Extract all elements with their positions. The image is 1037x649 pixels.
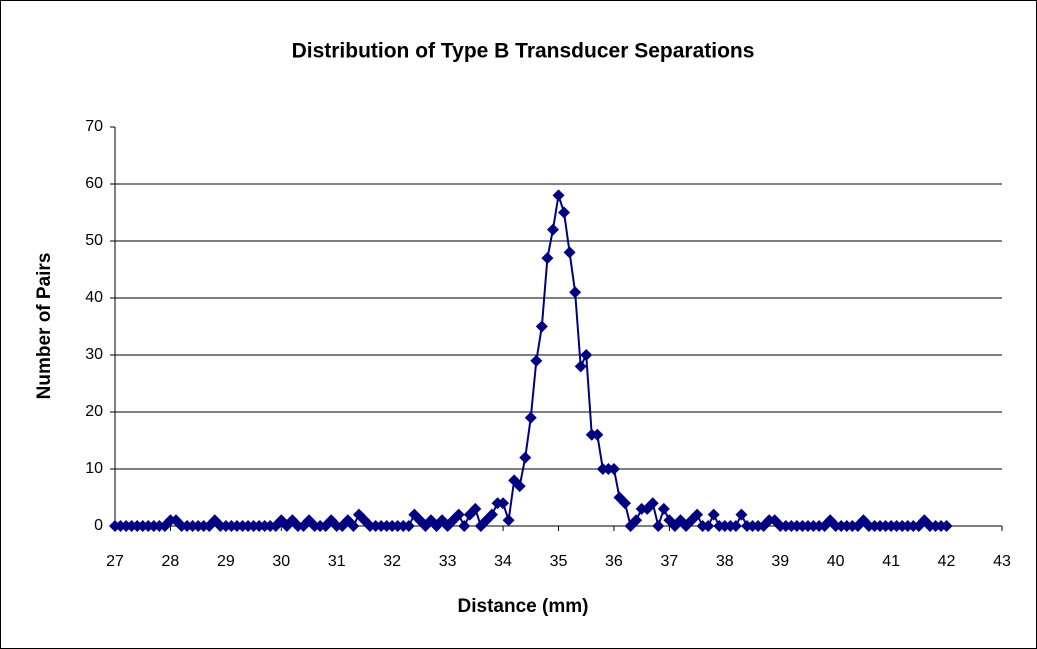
- x-axis-title: Distance (mm): [458, 596, 589, 617]
- data-point: [563, 246, 576, 259]
- x-tick-label: 37: [660, 553, 678, 570]
- data-point: [535, 320, 548, 333]
- x-tick-label: 39: [771, 553, 789, 570]
- data-point: [652, 520, 665, 532]
- x-tick-label: 29: [217, 553, 235, 570]
- x-tick-label: 33: [439, 553, 457, 570]
- y-tick-label: 40: [85, 289, 103, 306]
- data-point: [735, 508, 748, 521]
- data-point: [524, 411, 537, 424]
- data-point: [630, 514, 643, 527]
- x-tick-label: 27: [106, 553, 124, 570]
- data-point: [452, 508, 465, 521]
- y-tick-label: 20: [85, 403, 103, 420]
- data-point: [691, 508, 704, 521]
- data-point: [552, 189, 565, 202]
- data-point: [458, 520, 471, 532]
- data-point: [574, 360, 587, 373]
- data-point: [347, 520, 360, 532]
- x-tick-label: 30: [272, 553, 290, 570]
- y-tick-label: 10: [85, 460, 103, 477]
- data-point: [530, 354, 543, 367]
- x-tick-label: 32: [383, 553, 401, 570]
- x-tick-label: 36: [605, 553, 623, 570]
- y-axis-title: Number of Pairs: [34, 253, 55, 400]
- data-point: [729, 520, 742, 532]
- data-point: [485, 508, 498, 521]
- data-point: [607, 463, 620, 475]
- x-tick-label: 28: [162, 553, 180, 570]
- data-point: [497, 497, 510, 510]
- data-point: [940, 520, 953, 532]
- chart-title: Distribution of Type B Transducer Separa…: [292, 40, 755, 63]
- x-tick-label: 34: [494, 553, 512, 570]
- x-tick-label: 42: [938, 553, 956, 570]
- data-point: [519, 451, 532, 464]
- x-tick-label: 31: [328, 553, 346, 570]
- x-tick-label: 43: [993, 553, 1011, 570]
- y-tick-label: 0: [94, 517, 103, 534]
- y-tick-label: 50: [85, 232, 103, 249]
- data-point: [619, 497, 632, 510]
- data-point: [591, 428, 604, 441]
- x-tick-label: 41: [882, 553, 900, 570]
- data-point: [707, 508, 720, 521]
- data-point: [580, 349, 593, 361]
- data-point: [546, 223, 559, 236]
- data-point: [469, 502, 482, 515]
- data-point: [657, 502, 670, 515]
- data-point: [646, 497, 659, 510]
- data-point: [502, 514, 515, 527]
- x-tick-label: 38: [716, 553, 734, 570]
- data-point: [558, 206, 571, 219]
- data-point: [513, 480, 526, 493]
- data-point: [569, 286, 582, 299]
- data-point: [541, 252, 554, 265]
- x-tick-label: 35: [550, 553, 568, 570]
- data-point: [402, 520, 415, 532]
- y-tick-label: 70: [85, 118, 103, 135]
- data-point: [702, 520, 715, 532]
- y-tick-label: 60: [85, 175, 103, 192]
- y-tick-label: 30: [85, 346, 103, 363]
- x-tick-label: 40: [827, 553, 845, 570]
